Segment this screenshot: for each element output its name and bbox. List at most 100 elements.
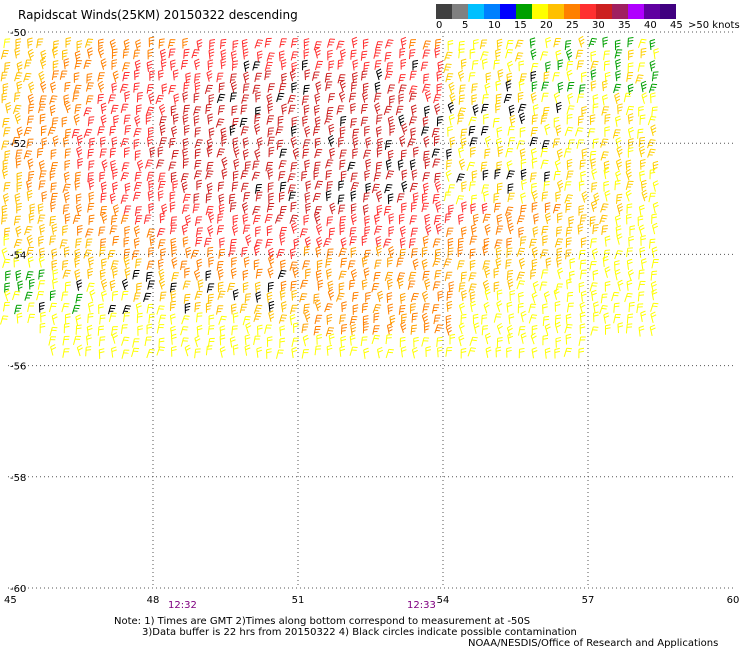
wind-barb xyxy=(62,348,70,358)
wind-barb xyxy=(433,135,440,147)
wind-barb xyxy=(473,322,480,334)
wind-barb xyxy=(651,213,658,224)
wind-barb xyxy=(15,269,22,281)
wind-barb xyxy=(482,213,491,223)
wind-barb xyxy=(87,172,94,183)
wind-barb xyxy=(539,281,548,291)
wind-barb xyxy=(614,49,623,59)
wind-barb xyxy=(183,124,190,136)
wind-barb xyxy=(640,235,646,246)
wind-barb xyxy=(479,39,488,50)
wind-barb xyxy=(377,137,383,149)
wind-barb xyxy=(638,325,645,337)
wind-barb xyxy=(123,114,131,125)
wind-barb xyxy=(266,93,273,105)
wind-barb xyxy=(253,335,261,346)
wind-barb xyxy=(350,269,357,281)
wind-barb xyxy=(266,336,273,347)
wind-barb xyxy=(602,36,609,48)
wind-barb xyxy=(506,170,515,180)
wind-barb xyxy=(242,137,249,149)
wind-barb xyxy=(352,128,360,139)
wind-barb xyxy=(217,181,225,192)
wind-barb xyxy=(170,333,177,345)
wind-barb xyxy=(569,270,575,282)
legend-color-bar xyxy=(436,4,736,19)
wind-barb xyxy=(251,171,261,181)
wind-barb xyxy=(483,237,490,249)
wind-barb xyxy=(51,259,58,271)
wind-barb xyxy=(280,301,287,313)
wind-barb xyxy=(591,289,597,301)
wind-barb xyxy=(400,346,407,358)
wind-barb xyxy=(158,277,165,290)
wind-barb xyxy=(86,324,93,337)
wind-barb xyxy=(533,213,540,225)
wind-barb xyxy=(101,258,107,270)
wind-barb xyxy=(36,147,44,159)
wind-barb xyxy=(374,81,381,93)
wind-barb xyxy=(431,304,440,314)
wind-barb xyxy=(373,49,382,59)
wind-barb xyxy=(88,160,95,171)
wind-barb xyxy=(281,72,287,84)
wind-barb xyxy=(361,235,368,246)
wind-barb xyxy=(530,269,537,280)
wind-barb xyxy=(232,117,239,128)
wind-barb xyxy=(159,137,168,147)
wind-barb xyxy=(326,313,333,325)
wind-barb xyxy=(120,194,129,204)
wind-barb xyxy=(337,74,346,84)
map-title: Rapidscat Winds(25KM) 20150322 descendin… xyxy=(18,8,298,22)
wind-barb xyxy=(228,247,236,257)
wind-barb xyxy=(280,59,287,71)
wind-barb xyxy=(244,334,251,346)
wind-barb xyxy=(400,149,407,160)
wind-barb xyxy=(469,235,478,245)
wind-barb xyxy=(387,193,394,205)
wind-barb xyxy=(600,151,609,161)
wind-barb xyxy=(170,59,176,71)
wind-barb xyxy=(184,214,191,227)
wind-barb xyxy=(64,81,71,93)
wind-barb xyxy=(506,213,512,225)
wind-barb xyxy=(364,169,370,181)
wind-barb xyxy=(408,271,417,282)
wind-barb xyxy=(314,116,321,128)
wind-barb xyxy=(339,159,346,170)
wind-barb xyxy=(291,82,297,93)
wind-barb xyxy=(412,258,419,271)
wind-barb xyxy=(424,278,431,291)
wind-barb xyxy=(254,184,262,194)
wind-barb xyxy=(473,39,479,50)
wind-barb xyxy=(614,92,621,105)
wind-barb xyxy=(303,245,310,257)
wind-barb xyxy=(110,104,119,115)
wind-barb xyxy=(155,94,164,105)
wind-barb xyxy=(566,69,573,82)
wind-barb xyxy=(336,105,345,115)
wind-barb xyxy=(51,248,58,260)
wind-barb xyxy=(314,60,323,71)
wind-barb xyxy=(148,36,155,48)
wind-barb xyxy=(361,256,368,268)
wind-barb xyxy=(109,38,116,51)
wind-barb xyxy=(529,37,536,49)
wind-barb xyxy=(287,184,296,194)
wind-barb xyxy=(497,145,504,157)
wind-barb xyxy=(528,303,537,313)
wind-barb xyxy=(434,248,441,260)
wind-barb xyxy=(3,38,11,49)
wind-barb xyxy=(1,204,8,216)
wind-barb xyxy=(399,225,406,238)
wind-barb xyxy=(328,123,335,136)
wind-barb xyxy=(531,114,538,125)
wind-barb xyxy=(496,213,503,226)
wind-barb xyxy=(497,182,503,194)
wind-barb xyxy=(219,237,225,249)
wind-barb xyxy=(146,84,154,94)
wind-barb xyxy=(626,213,632,225)
wind-barb xyxy=(241,94,250,104)
wind-barb xyxy=(279,206,287,216)
wind-barb xyxy=(545,61,551,73)
